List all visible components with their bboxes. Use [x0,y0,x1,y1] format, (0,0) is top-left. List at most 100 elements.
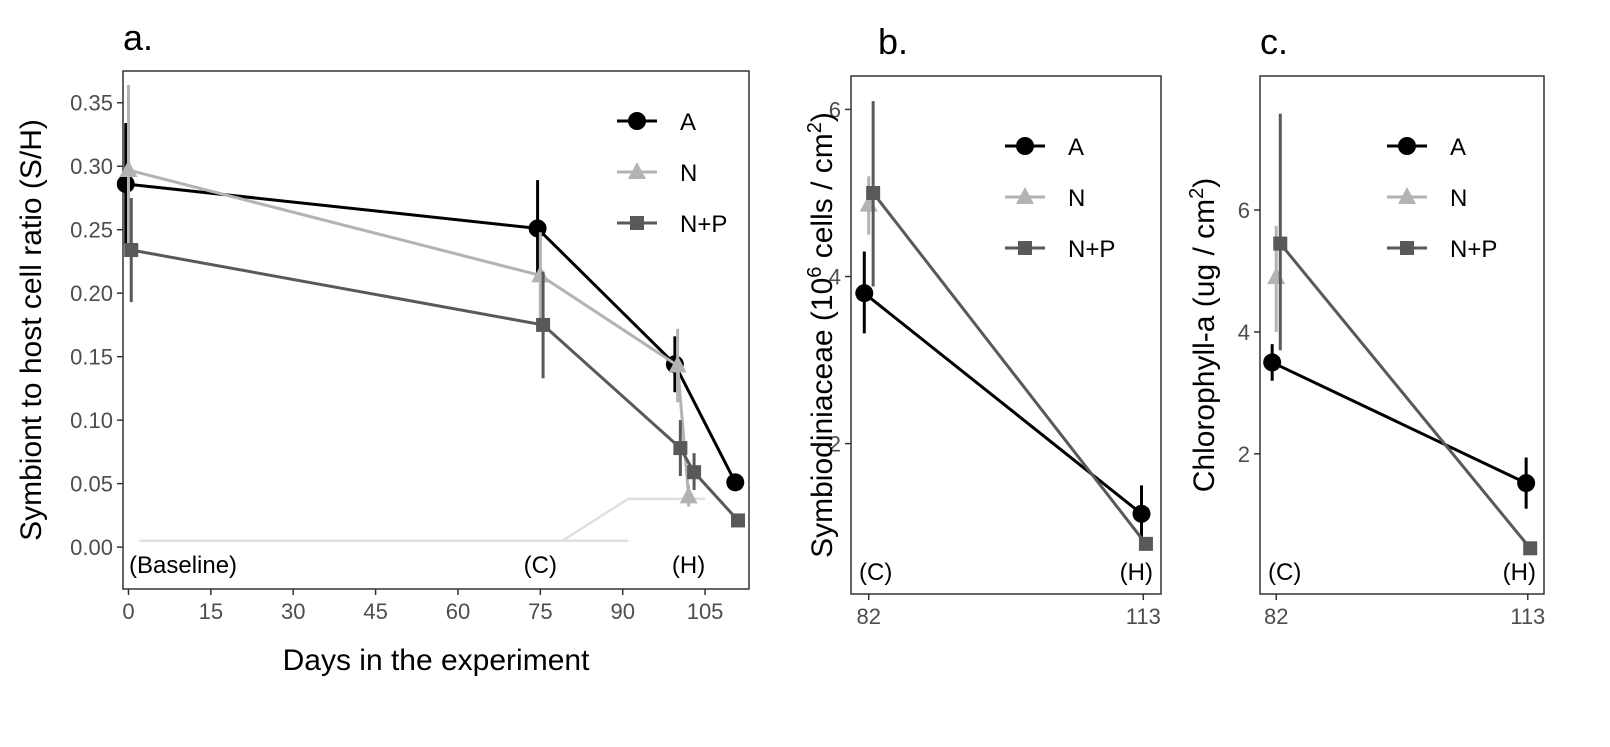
legend-key-marker [1398,187,1416,204]
y-tick-label: 0.30 [70,154,113,179]
data-point [866,185,881,200]
series-line [130,248,740,522]
data-point [1273,236,1288,251]
background-line [561,497,706,542]
data-point [1267,267,1286,285]
annotation: (H) [1120,559,1153,586]
data-point [1138,536,1153,551]
x-tick-label: 82 [856,604,880,629]
x-tick-label: 30 [281,599,305,624]
plot-frame [122,70,750,590]
legend-key-marker [628,112,646,130]
series-npp [124,197,746,528]
data-point [536,317,551,332]
legend-label: N [1068,185,1085,212]
y-axis-title: Chlorophyll-a (ug / cm2) [1186,178,1221,493]
panel-letter: b. [878,21,908,62]
legend-key-marker [1018,241,1032,255]
data-point [687,465,702,480]
x-tick-label: 113 [1510,604,1545,629]
data-point [726,473,745,492]
x-tick-label: 45 [363,599,387,624]
annotation: (H) [1503,559,1536,586]
y-tick-label: 0.05 [70,472,113,497]
legend-label: A [1068,134,1084,161]
x-tick-label: 0 [122,599,134,624]
x-tick-label: 82 [1264,604,1288,629]
legend-label: A [1450,134,1466,161]
y-tick-label: 0.35 [70,91,113,116]
y-axis-title-text: Chlorophyll-a (ug / cm [1188,199,1221,492]
data-point [528,219,547,238]
legend-label: A [680,109,696,136]
legend: AN N+P [1387,134,1497,263]
y-tick-label: 0.20 [70,281,113,306]
annotation: (C) [524,552,557,579]
series-n [859,176,878,235]
series-line [1271,361,1527,485]
data-point [119,160,138,178]
series-npp [1273,113,1538,556]
y-axis-title-superscript: 6 [804,267,826,278]
legend: AN N+P [1005,134,1115,263]
annotation: (Baseline) [129,552,237,579]
legend: AN N+P [617,109,727,238]
legend-key-marker [1016,187,1034,204]
x-axis-title: Days in the experiment [283,644,590,677]
panel-letter: c. [1260,21,1288,62]
x-tick-label: 75 [528,599,552,624]
data-point [124,243,139,258]
series-a [1263,344,1536,509]
data-point [116,174,135,193]
data-point [673,441,688,456]
y-axis-title-superscript: 2 [804,122,826,133]
y-axis-title-text: cells / cm [806,133,839,266]
data-point [1523,541,1538,556]
legend-key-marker [1400,241,1414,255]
y-tick-label: 0.25 [70,218,113,243]
legend-label: N+P [680,211,727,238]
panel-letter: a. [123,17,153,58]
legend-label: N [680,160,697,187]
y-tick-label: 6 [1238,198,1250,223]
y-tick-label: 2 [829,432,841,457]
y-tick-label: 4 [829,265,841,290]
y-tick-label: 0.15 [70,345,113,370]
x-tick-label: 105 [687,599,724,624]
y-tick-label: 0.00 [70,535,113,560]
data-point [531,265,550,283]
data-point [855,284,874,303]
y-axis-title-superscript: 2 [1186,188,1208,199]
y-tick-label: 6 [829,97,841,122]
plot-frame [1259,75,1545,595]
series-a [855,251,1151,543]
legend-label: N+P [1068,236,1115,263]
y-tick-label: 2 [1238,442,1250,467]
series-npp [866,101,1153,551]
legend-key-marker [628,162,646,179]
y-tick-label: 4 [1238,320,1250,345]
legend-key-marker [1398,137,1416,155]
data-point [668,355,687,373]
x-tick-label: 113 [1126,604,1161,629]
data-point [679,486,698,504]
y-axis-title: Symbiodiniaceae (106 cells / cm2) [804,112,839,558]
data-point [1517,474,1536,493]
y-axis-title-text: ) [1188,178,1221,188]
panel-a: a. 0 15 30 45 60 75 90 105 0.00 0.05 0.10 0.15 0.20 0.… [15,17,750,677]
y-axis-title-text: Symbiont to host cell ratio (S/H) [15,119,48,541]
data-point [1132,504,1151,523]
series-line [871,192,1148,545]
data-point [731,513,746,528]
plot-frame [850,75,1162,595]
series-line [128,168,691,497]
series-line [1279,242,1532,550]
series-line [125,182,737,484]
annotation: (C) [859,559,892,586]
annotation: (H) [672,552,705,579]
y-tick-label: 0.10 [70,408,113,433]
annotation: (C) [1268,559,1301,586]
series-a [116,123,745,492]
